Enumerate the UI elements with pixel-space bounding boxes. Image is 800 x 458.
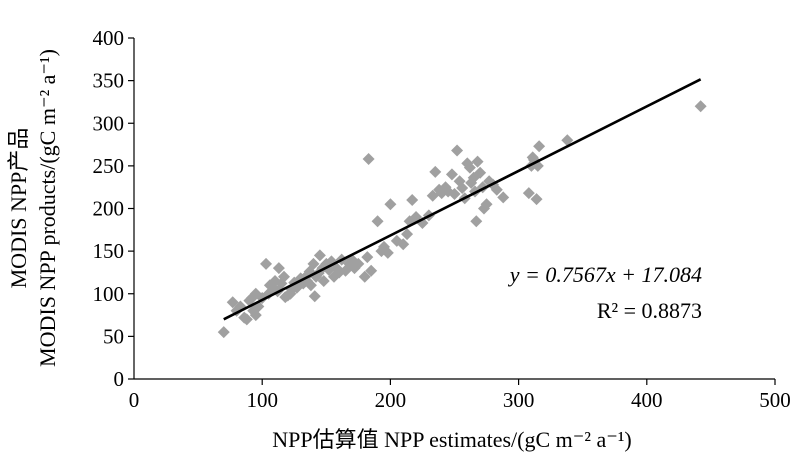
- y-ticks: 0 50 100 150 200 250 300 350 400: [93, 26, 134, 391]
- data-point: [406, 193, 419, 206]
- x-tick-label: 500: [759, 388, 791, 412]
- data-point: [530, 193, 543, 206]
- y-tick-label: 0: [114, 367, 125, 391]
- y-tick-label: 400: [93, 26, 125, 50]
- regression-equation: y = 0.7567x + 17.084: [508, 262, 702, 287]
- y-axis-title-line2: MODIS NPP products/(gC m⁻² a⁻¹): [35, 49, 60, 367]
- data-point: [240, 313, 253, 326]
- data-point: [694, 100, 707, 113]
- y-tick-label: 200: [93, 197, 125, 221]
- data-point: [307, 257, 320, 270]
- r-squared: R² = 0.8873: [597, 298, 702, 323]
- data-point: [352, 257, 365, 270]
- x-ticks: 0 100 200 300 400 500: [129, 379, 791, 412]
- data-point: [313, 249, 326, 262]
- data-point: [470, 215, 483, 228]
- y-tick-label: 100: [93, 282, 125, 306]
- x-tick-label: 0: [129, 388, 140, 412]
- data-point: [365, 264, 378, 277]
- data-point: [304, 279, 317, 292]
- data-point: [358, 270, 371, 283]
- x-tick-label: 200: [375, 388, 407, 412]
- y-tick-label: 50: [103, 324, 124, 348]
- data-point: [308, 290, 321, 303]
- y-tick-label: 150: [93, 239, 125, 263]
- y-tick-label: 350: [93, 69, 125, 93]
- data-point: [497, 191, 510, 204]
- data-point: [561, 134, 574, 147]
- trendline: [223, 78, 702, 321]
- data-point: [217, 326, 230, 339]
- data-point: [445, 168, 458, 181]
- data-point: [448, 188, 461, 201]
- data-point: [247, 304, 260, 317]
- data-point: [277, 270, 290, 283]
- data-point: [471, 155, 484, 168]
- y-tick-label: 300: [93, 111, 125, 135]
- data-point: [397, 238, 410, 251]
- data-point: [272, 262, 285, 275]
- x-axis-title: NPP估算值 NPP estimates/(gC m⁻² a⁻¹): [272, 427, 632, 452]
- data-point: [480, 198, 493, 211]
- data-point: [249, 309, 262, 322]
- data-point: [426, 189, 439, 202]
- data-point: [249, 287, 262, 300]
- data-point: [490, 183, 503, 196]
- data-point: [381, 246, 394, 259]
- data-point: [371, 215, 384, 228]
- data-point: [361, 251, 374, 264]
- y-axis-title-line1: MODIS NPP产品: [6, 128, 31, 289]
- data-point: [451, 144, 464, 157]
- data-point: [401, 228, 414, 241]
- data-point: [463, 161, 476, 174]
- data-point: [456, 182, 469, 195]
- x-tick-label: 300: [503, 388, 535, 412]
- x-tick-label: 100: [246, 388, 278, 412]
- data-point: [362, 153, 375, 166]
- data-point: [533, 140, 546, 153]
- data-point: [260, 257, 273, 270]
- data-point: [474, 166, 487, 179]
- data-point: [384, 198, 397, 211]
- data-point: [317, 274, 330, 287]
- data-point: [522, 187, 535, 200]
- y-tick-label: 250: [93, 154, 125, 178]
- data-point: [429, 165, 442, 178]
- x-tick-label: 400: [631, 388, 663, 412]
